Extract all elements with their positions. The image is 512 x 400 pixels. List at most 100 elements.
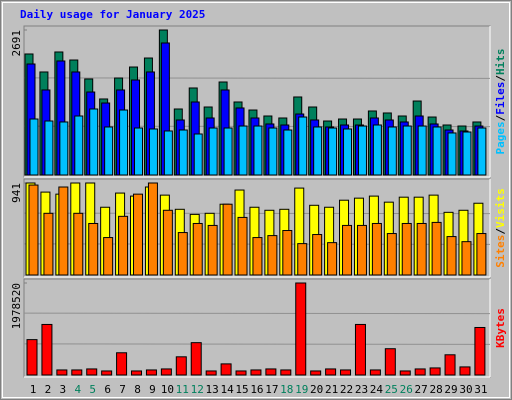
- bar: [401, 222, 412, 276]
- bar: [343, 128, 353, 176]
- x-tick-label: 21: [325, 383, 338, 396]
- bar: [356, 224, 367, 276]
- bar: [297, 243, 308, 276]
- bar: [280, 369, 292, 376]
- bar: [118, 215, 129, 276]
- bar: [477, 127, 487, 176]
- bar: [160, 368, 172, 376]
- x-tick-label: 8: [134, 383, 141, 396]
- bar: [148, 128, 158, 176]
- bar: [86, 368, 98, 376]
- bar: [298, 116, 308, 176]
- bar: [58, 186, 69, 276]
- x-tick-label: 10: [161, 383, 174, 396]
- bar: [190, 342, 202, 376]
- bar: [222, 203, 233, 276]
- x-tick-label: 3: [60, 383, 67, 396]
- x-tick-label: 31: [474, 383, 487, 396]
- bar: [432, 126, 442, 176]
- bar: [474, 326, 486, 376]
- x-tick-label: 24: [370, 383, 384, 396]
- x-tick-label: 4: [74, 383, 81, 396]
- bar: [193, 133, 203, 176]
- legend: KBytes: [494, 308, 507, 348]
- bar: [162, 209, 173, 276]
- bar: [73, 212, 84, 276]
- bar: [459, 366, 471, 376]
- bar: [177, 232, 188, 276]
- bar: [43, 212, 54, 276]
- panel-rule: [23, 77, 491, 79]
- bar: [313, 126, 323, 176]
- bar: [384, 348, 396, 376]
- bar: [342, 224, 353, 276]
- x-tick-label: 14: [220, 383, 234, 396]
- bar: [74, 115, 84, 176]
- bar: [28, 184, 39, 276]
- bar: [134, 127, 144, 176]
- bar: [429, 367, 441, 376]
- bar: [265, 368, 277, 376]
- x-tick-label: 13: [206, 383, 219, 396]
- bar: [387, 126, 397, 176]
- bar: [207, 224, 218, 276]
- bar: [250, 369, 262, 376]
- bar: [29, 118, 39, 176]
- x-tick-label: 2: [45, 383, 52, 396]
- bar: [283, 129, 293, 176]
- bar: [328, 127, 338, 176]
- x-tick-label: 5: [89, 383, 96, 396]
- bar: [267, 235, 278, 276]
- bar: [295, 282, 307, 376]
- legend-entry: Files: [494, 82, 507, 115]
- x-tick-label: 19: [295, 383, 308, 396]
- bar: [312, 234, 323, 276]
- bar: [357, 125, 367, 176]
- x-tick-label: 7: [119, 383, 126, 396]
- x-tick-label: 1: [30, 383, 37, 396]
- bar: [220, 363, 232, 376]
- bar: [101, 370, 113, 376]
- panel-rule: [23, 312, 491, 315]
- x-tick-label: 18: [280, 383, 293, 396]
- legend: Sites/Visits: [494, 188, 507, 268]
- x-tick-label: 22: [340, 383, 353, 396]
- bar: [476, 233, 487, 276]
- bar: [399, 370, 411, 376]
- bar: [104, 126, 114, 176]
- x-tick-label: 15: [235, 383, 248, 396]
- legend-entry: Pages: [494, 121, 507, 154]
- bar: [462, 131, 472, 176]
- y-tick-label: 1978520: [10, 283, 23, 329]
- bar: [414, 368, 426, 376]
- bar: [175, 356, 187, 376]
- bar: [237, 216, 248, 276]
- bar: [235, 370, 247, 376]
- bar: [133, 193, 144, 276]
- bar: [208, 127, 218, 176]
- x-tick-label: 11: [176, 383, 189, 396]
- bar: [327, 242, 338, 276]
- bar: [447, 132, 457, 176]
- x-tick-label: 30: [459, 383, 472, 396]
- bar: [178, 129, 188, 176]
- x-tick-label: 20: [310, 383, 323, 396]
- x-tick-label: 23: [355, 383, 368, 396]
- bar: [223, 127, 233, 176]
- bar: [89, 108, 99, 176]
- bar: [431, 221, 442, 276]
- bar: [444, 354, 456, 376]
- legend-separator: /: [494, 75, 507, 82]
- x-tick-label: 29: [444, 383, 457, 396]
- bar: [282, 230, 293, 276]
- x-tick-label: 17: [265, 383, 278, 396]
- bar: [371, 222, 382, 276]
- bar: [252, 237, 263, 276]
- bar: [26, 339, 38, 376]
- bar: [192, 222, 203, 276]
- bar: [340, 369, 352, 376]
- bar: [145, 369, 157, 376]
- x-tick-label: 26: [400, 383, 413, 396]
- legend: Pages/Files/Hits: [494, 49, 507, 155]
